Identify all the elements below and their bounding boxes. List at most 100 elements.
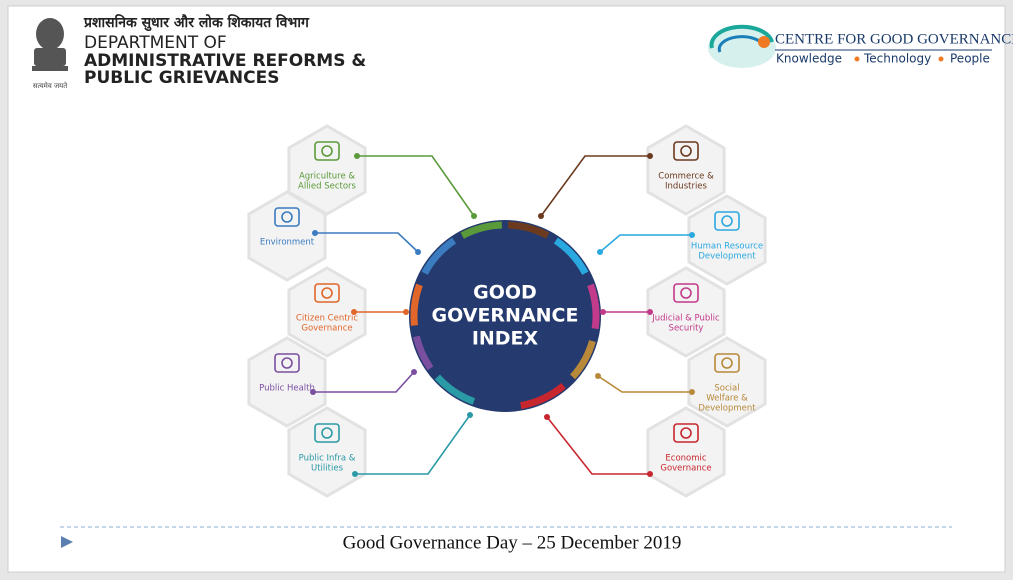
ring-segment [587,283,600,330]
cgg-logo [708,24,776,68]
node-label: Development [698,252,756,262]
ring-segment [421,237,457,276]
dot [854,56,860,62]
connector [357,155,475,217]
hexagon [247,190,327,282]
node-icon [314,283,340,303]
hexagon [687,194,767,286]
connector [546,416,650,475]
hindi-title: प्रशासनिक सुधार और लोक शिकायत विभाग [83,14,310,32]
connector [540,155,650,217]
ring-segment [460,221,503,239]
connector [313,371,415,393]
connector [597,375,692,393]
connector-dot [415,249,421,255]
ring-segment [507,221,550,239]
cgg-tag: Technology [863,52,931,66]
cgg-tag: People [950,52,990,66]
node-label: Governance [301,324,352,334]
cgg-tag: Knowledge [776,52,842,66]
node-icon [281,211,293,223]
connector-dot [647,309,653,315]
connector-dot [310,389,316,395]
node-label: Welfare & [706,394,748,404]
ring-segment [569,340,596,380]
hexagon [646,124,726,216]
node-icon [680,145,692,157]
connector-dot [647,471,653,477]
ring-segment [553,237,589,276]
connector-dot [403,309,409,315]
node-label: Citizen Centric [296,314,359,324]
connector-dot [647,153,653,159]
node-label: Development [698,404,756,414]
motto: सत्यमेव जयते [33,81,68,90]
ring-segment [434,374,476,405]
footer-text: Good Governance Day – 25 December 2019 [343,532,682,553]
node-label: Industries [665,182,708,192]
node-icon [274,353,300,373]
node-label: Environment [260,238,315,248]
center-label: INDEX [472,328,539,350]
node-icon [673,423,699,443]
node-label: Security [669,324,704,334]
connector-dot [467,412,473,418]
hexagon [247,336,327,428]
connector-dot [689,232,695,238]
connector-dot [600,309,606,315]
node-icon [274,207,300,227]
node-label: Social [714,384,739,394]
node-icon [321,145,333,157]
ring-segment [412,335,434,371]
footer-arrow [61,536,73,548]
node-label: Agriculture & [299,172,355,182]
cgg-title: CENTRE FOR GOOD GOVERNANCE [775,31,1013,47]
node-icon [314,423,340,443]
node-icon [721,357,733,369]
hexagon [287,124,367,216]
node-label: Commerce & [658,172,714,182]
node-icon [673,283,699,303]
ring-segment [520,382,566,410]
connector-dot [689,389,695,395]
center-label: GOVERNANCE [432,305,579,327]
connector-dot [538,213,544,219]
center-circle [409,220,601,412]
diagram: Agriculture &Allied Sectors Environment Ci… [247,124,767,498]
connector [315,232,419,253]
connector [355,414,471,475]
node-label: Governance [660,464,711,474]
node-label: Economic [665,454,706,464]
hexagon [646,406,726,498]
connector-dot [351,309,357,315]
node-label: Human Resource [691,242,763,252]
node-label: Public Infra & [299,454,356,464]
center-label: GOOD [473,282,537,304]
node-icon [714,353,740,373]
connector-dot [595,373,601,379]
node-label: Allied Sectors [298,182,357,192]
node-label: Public Health [259,384,315,394]
node-icon [673,141,699,161]
ring-segment [410,283,423,326]
dot [938,56,944,62]
emblem [32,18,68,71]
connector-dot [352,471,358,477]
node-icon [680,427,692,439]
node-icon [714,211,740,231]
node-icon [314,141,340,161]
hexagon [287,406,367,498]
connector-dot [544,414,550,420]
hexagon [646,266,726,358]
connector-dot [471,213,477,219]
node-icon [721,215,733,227]
connector [599,234,692,253]
dept-line: DEPARTMENT OF [84,33,227,53]
node-label: Utilities [311,464,344,474]
dept-line: PUBLIC GRIEVANCES [84,68,279,88]
connector-dot [354,153,360,159]
node-icon [321,287,333,299]
connector-dot [597,249,603,255]
node-icon [321,427,333,439]
hexagon [687,336,767,428]
